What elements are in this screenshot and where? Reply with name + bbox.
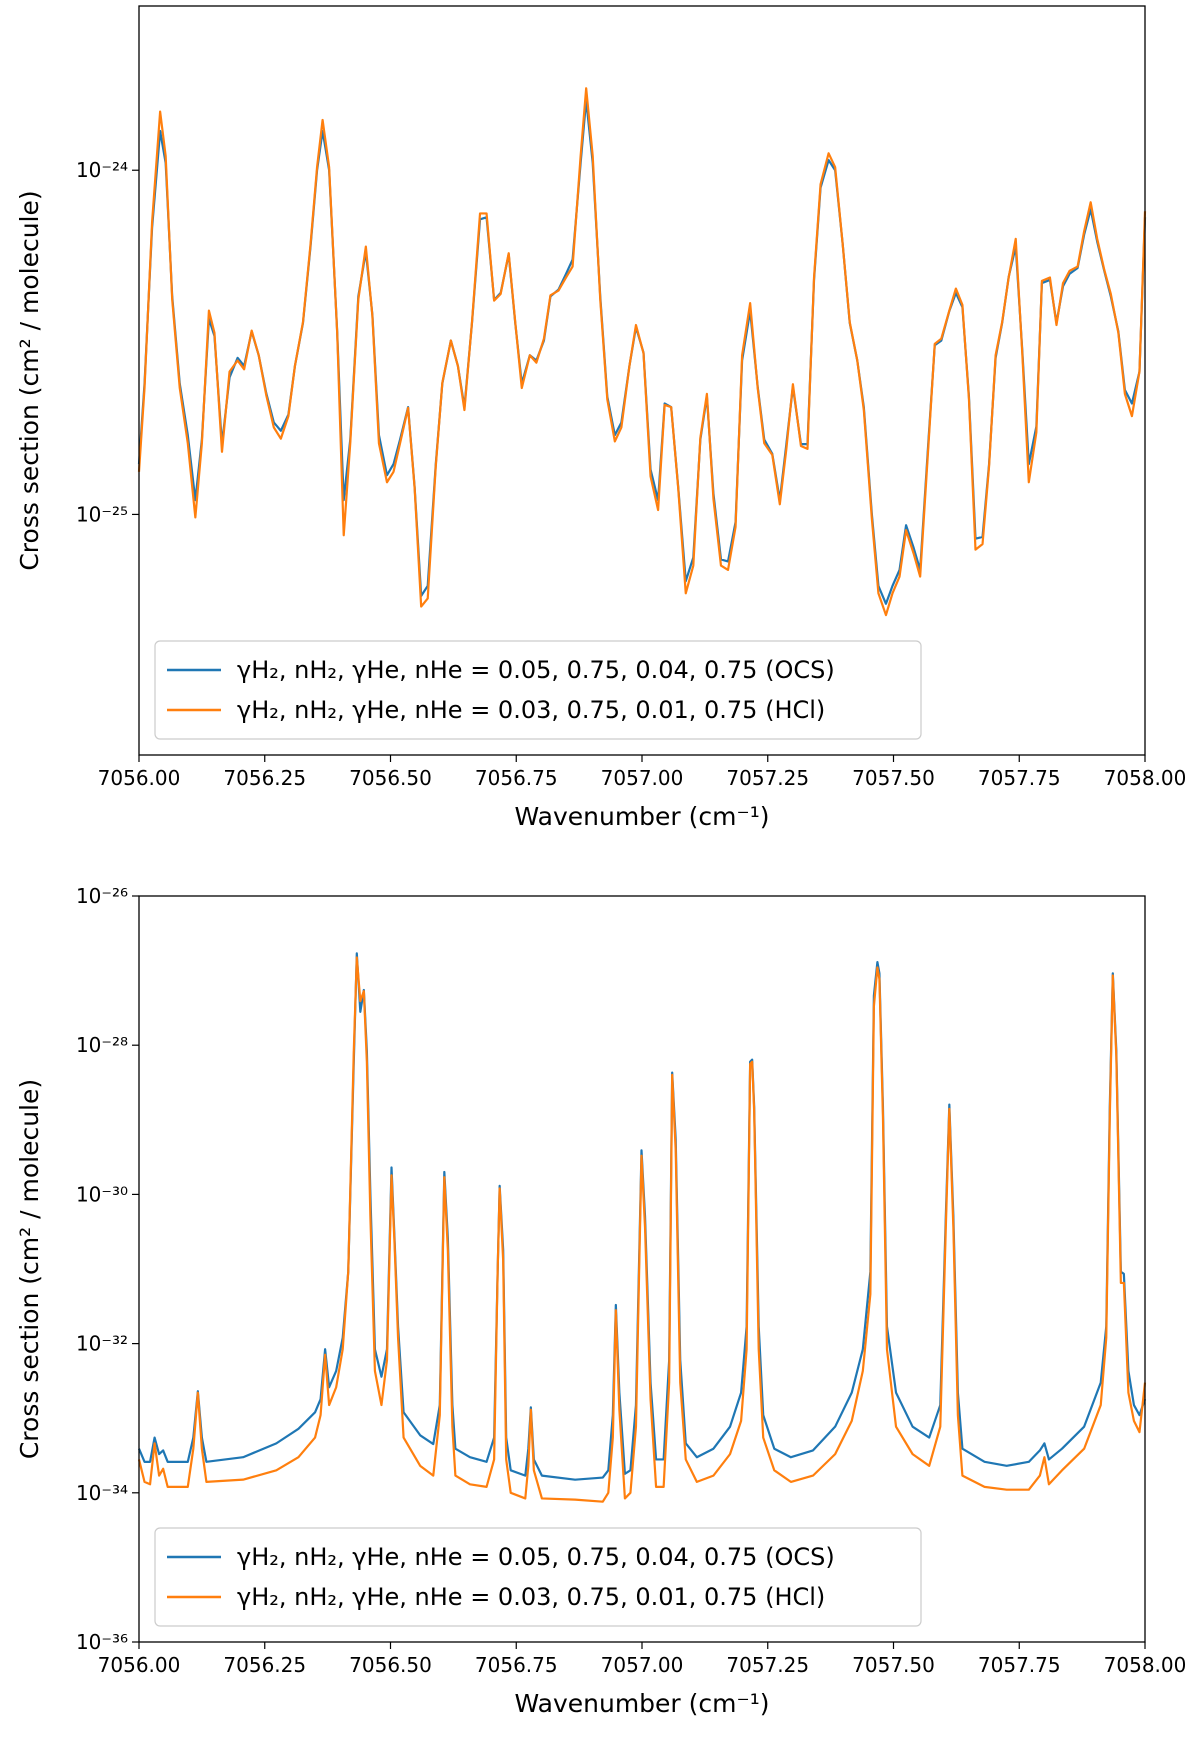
series-line	[137, 98, 1147, 605]
x-tick-label: 7057.00	[601, 766, 684, 790]
y-tick-label: 10⁻²⁸	[76, 1033, 128, 1057]
x-tick-label: 7057.00	[601, 1653, 684, 1677]
x-tick-label: 7056.25	[223, 766, 306, 790]
legend-label: γH₂, nH₂, γHe, nHe = 0.05, 0.75, 0.04, 0…	[237, 1543, 835, 1571]
y-tick-label: 10⁻³⁶	[76, 1630, 128, 1654]
y-axis-label: Cross section (cm² / molecule)	[15, 190, 44, 570]
legend-label: γH₂, nH₂, γHe, nHe = 0.03, 0.75, 0.01, 0…	[237, 696, 825, 724]
series-line	[137, 952, 1147, 1481]
x-tick-label: 7056.75	[475, 1653, 558, 1677]
x-tick-label: 7057.75	[978, 1653, 1061, 1677]
x-axis-label: Wavenumber (cm⁻¹)	[515, 802, 770, 831]
y-tick-label: 10⁻³⁴	[76, 1481, 128, 1505]
legend-label: γH₂, nH₂, γHe, nHe = 0.05, 0.75, 0.04, 0…	[237, 656, 835, 684]
x-tick-label: 7057.50	[852, 1653, 935, 1677]
x-tick-label: 7056.25	[223, 1653, 306, 1677]
series-line	[137, 87, 1147, 617]
x-tick-label: 7057.75	[978, 766, 1061, 790]
x-tick-label: 7057.50	[852, 766, 935, 790]
x-tick-label: 7057.25	[726, 1653, 809, 1677]
legend-box	[154, 640, 922, 740]
y-axis-label: Cross section (cm² / molecule)	[15, 1079, 44, 1459]
x-tick-label: 7058.00	[1104, 1653, 1187, 1677]
y-tick-label: 10⁻³²	[76, 1332, 128, 1356]
x-tick-label: 7056.00	[98, 766, 181, 790]
y-tick-label: 10⁻²⁴	[76, 158, 128, 182]
legend-box	[154, 1527, 922, 1627]
axes-frame	[138, 895, 1146, 1643]
x-axis-label: Wavenumber (cm⁻¹)	[515, 1689, 770, 1718]
x-tick-label: 7056.00	[98, 1653, 181, 1677]
legend-label: γH₂, nH₂, γHe, nHe = 0.03, 0.75, 0.01, 0…	[237, 1583, 825, 1611]
series-line	[137, 956, 1147, 1503]
x-tick-label: 7057.25	[726, 766, 809, 790]
y-tick-label: 10⁻³⁰	[76, 1182, 128, 1206]
axes-frame	[138, 5, 1146, 756]
x-tick-label: 7056.50	[349, 1653, 432, 1677]
x-tick-label: 7058.00	[1104, 766, 1187, 790]
x-tick-label: 7056.75	[475, 766, 558, 790]
x-tick-label: 7056.50	[349, 766, 432, 790]
y-tick-label: 10⁻²⁵	[76, 502, 128, 526]
y-tick-label: 10⁻²⁶	[76, 884, 128, 908]
